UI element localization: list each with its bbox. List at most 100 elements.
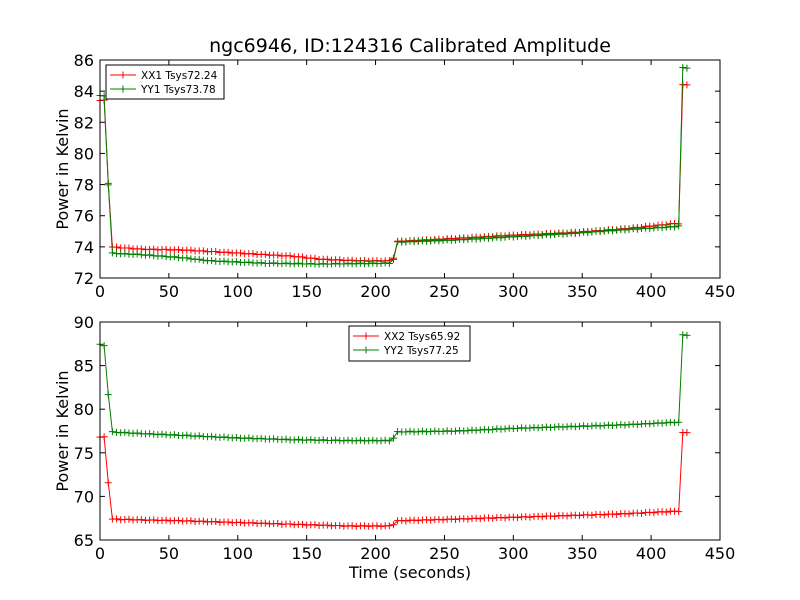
bottom-series-1-marker xyxy=(489,514,497,522)
top-x-tick-label: 450 xyxy=(705,282,736,301)
bottom-series-1-marker xyxy=(336,522,344,530)
bottom-series-2-marker xyxy=(625,421,633,429)
bottom-series-1-marker xyxy=(249,519,257,527)
bottom-series-2-marker xyxy=(489,425,497,433)
bottom-series-1-marker xyxy=(352,522,360,530)
bottom-series-2-marker xyxy=(530,423,538,431)
bottom-series-2-marker xyxy=(146,430,154,438)
top-y-tick-label: 84 xyxy=(74,82,94,101)
bottom-series-2-marker xyxy=(319,436,327,444)
bottom-legend-label: XX2 Tsys65.92 xyxy=(384,331,460,343)
top-legend: XX1 Tsys72.24 YY1 Tsys73.78 xyxy=(105,64,225,100)
bottom-series-2-marker xyxy=(427,428,435,436)
top-x-tick-label: 300 xyxy=(498,282,529,301)
top-series-2-marker xyxy=(344,259,352,267)
bottom-series-2-marker xyxy=(555,423,563,431)
bottom-series-1-marker xyxy=(563,512,571,520)
top-series-2-marker xyxy=(402,238,410,246)
bottom-series-1-marker xyxy=(650,509,658,517)
top-series-2-marker xyxy=(489,234,497,242)
bottom-series-2-marker xyxy=(352,437,360,445)
top-x-tick-label: 100 xyxy=(223,282,254,301)
bottom-series-2-marker xyxy=(613,421,621,429)
bottom-y-tick-label: 85 xyxy=(74,357,94,376)
top-series-2-marker xyxy=(257,259,265,267)
top-series-2-marker xyxy=(265,259,273,267)
bottom-series-1-marker xyxy=(675,508,683,516)
bottom-series-2-marker xyxy=(431,427,439,435)
bottom-series-2-marker xyxy=(604,421,612,429)
top-series-2-marker xyxy=(563,230,571,238)
top-series-2-marker xyxy=(600,227,608,235)
top-series-2-marker xyxy=(427,237,435,245)
bottom-series-1-marker xyxy=(501,514,509,522)
top-series-2-marker xyxy=(675,222,683,230)
top-legend-marker xyxy=(119,71,127,79)
bottom-series-2-marker xyxy=(394,427,402,435)
bottom-x-tick-label: 100 xyxy=(223,544,254,563)
bottom-series-1-marker xyxy=(373,522,381,530)
top-series-2-marker xyxy=(526,232,534,240)
bottom-series-1-marker xyxy=(137,516,145,524)
bottom-series-2-marker xyxy=(270,435,278,443)
top-series-2-marker xyxy=(609,227,617,235)
top-series-2-marker xyxy=(278,260,286,268)
top-series-2-marker xyxy=(625,225,633,233)
bottom-plot-frame xyxy=(99,321,721,541)
bottom-x-tick-label: 450 xyxy=(705,544,736,563)
bottom-series-2-marker xyxy=(501,425,509,433)
bottom-legend-box xyxy=(348,325,471,362)
bottom-series-2-marker xyxy=(679,331,687,339)
top-series-2-marker xyxy=(613,226,621,234)
top-series-2-marker xyxy=(621,226,629,234)
bottom-series-2-marker xyxy=(542,423,550,431)
bottom-series-2-marker xyxy=(551,423,559,431)
top-series-2-marker xyxy=(319,260,327,268)
top-series-1-marker xyxy=(286,252,294,260)
bottom-x-tick-label: 0 xyxy=(95,544,105,563)
top-series-2 xyxy=(96,63,691,268)
top-series-2-marker xyxy=(332,259,340,267)
top-legend-marker xyxy=(119,85,127,93)
bottom-series-2-marker xyxy=(315,436,323,444)
top-series-2-marker xyxy=(662,223,670,231)
bottom-series-2-marker xyxy=(245,434,253,442)
top-series-1-marker xyxy=(237,249,245,257)
bottom-series-2-marker xyxy=(158,430,166,438)
top-x-tick-label: 350 xyxy=(567,282,598,301)
bottom-series-2-marker xyxy=(290,436,298,444)
top-series-2-marker xyxy=(104,181,112,189)
bottom-y-axis-label: Power in Kelvin xyxy=(53,370,72,491)
bottom-series-1-marker xyxy=(187,517,195,525)
top-y-tick-label: 86 xyxy=(74,51,94,70)
top-series-2-marker xyxy=(451,236,459,244)
top-series-2-marker xyxy=(633,225,641,233)
top-series-2-marker xyxy=(356,259,364,267)
bottom-x-tick-label: 400 xyxy=(636,544,667,563)
bottom-series-2-marker xyxy=(633,421,641,429)
top-series-2-marker xyxy=(307,259,315,267)
bottom-series-2-marker xyxy=(518,424,526,432)
top-series-2-marker xyxy=(588,228,596,236)
bottom-series-1-marker xyxy=(600,511,608,519)
top-series-1-marker xyxy=(261,250,269,258)
bottom-series-2-marker xyxy=(439,427,447,435)
bottom-legend-marker xyxy=(362,332,370,340)
bottom-series-1-marker xyxy=(402,517,410,525)
bottom-series-2-marker xyxy=(121,428,129,436)
top-x-tick-label: 50 xyxy=(159,282,179,301)
bottom-legend: XX2 Tsys65.92 YY2 Tsys77.25 xyxy=(348,325,471,362)
top-series-2-marker xyxy=(513,233,521,241)
bottom-series-2-marker xyxy=(600,422,608,430)
bottom-series-1-marker xyxy=(365,522,373,530)
bottom-series-1-marker xyxy=(261,519,269,527)
bottom-series-1-marker xyxy=(451,516,459,524)
top-series-2-marker xyxy=(551,230,559,238)
bottom-series-2-marker xyxy=(646,420,654,428)
bottom-series-2-marker xyxy=(257,434,265,442)
bottom-series-2-marker xyxy=(307,436,315,444)
bottom-y-tick-label: 80 xyxy=(74,400,94,419)
top-series-1-marker xyxy=(299,253,307,261)
